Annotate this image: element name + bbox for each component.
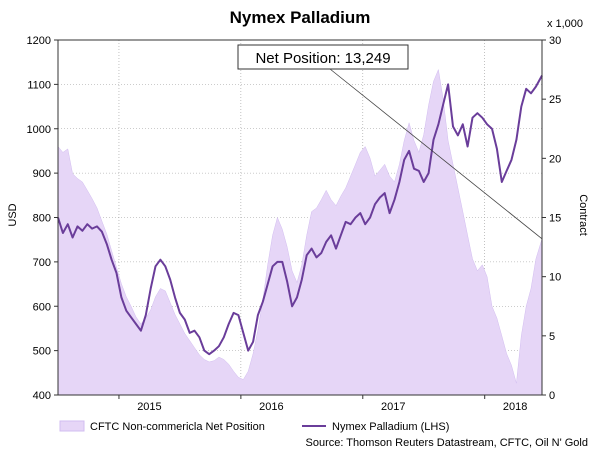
source-note: Source: Thomson Reuters Datastream, CFTC…	[306, 437, 589, 449]
x-tick-label: 2018	[503, 401, 527, 413]
left-axis-ticks: 400 500 600 700 800 900 1000 1100 1200	[27, 35, 58, 402]
x-tick-label: 2016	[259, 401, 283, 413]
left-tick-label: 1200	[27, 35, 51, 47]
left-tick-label: 900	[33, 168, 51, 180]
x-axis-ticks: 2015 2016 2017 2018	[118, 395, 527, 413]
right-axis-unit-label: x 1,000	[547, 18, 583, 30]
x-tick-label: 2017	[381, 401, 405, 413]
chart-title: Nymex Palladium	[230, 8, 371, 27]
callout-leader-line	[329, 68, 543, 240]
right-tick-label: 15	[549, 213, 561, 225]
left-tick-label: 700	[33, 257, 51, 269]
right-axis-ticks: 0 5 10 15 20 25 30	[542, 35, 561, 402]
right-tick-label: 25	[549, 94, 561, 106]
net-position-area	[57, 68, 543, 396]
palladium-price-line	[57, 75, 543, 356]
right-tick-label: 20	[549, 153, 561, 165]
x-tick-label: 2015	[137, 401, 161, 413]
annotation-text: Net Position: 13,249	[255, 50, 390, 67]
legend-area-swatch	[59, 420, 85, 432]
legend: CFTC Non-commericla Net Position Nymex P…	[59, 420, 449, 433]
legend-area-label: CFTC Non-commericla Net Position	[90, 421, 265, 433]
plot-area	[57, 39, 543, 396]
right-tick-label: 10	[549, 272, 561, 284]
annotation-callout: Net Position: 13,249	[237, 44, 409, 70]
right-tick-label: 5	[549, 331, 555, 343]
right-tick-label: 30	[549, 35, 561, 47]
right-axis-label: Contract	[577, 194, 589, 236]
left-tick-label: 400	[33, 390, 51, 402]
legend-line-label: Nymex Palladium (LHS)	[332, 421, 449, 433]
left-tick-label: 600	[33, 301, 51, 313]
annotation-box	[237, 44, 409, 70]
left-tick-label: 800	[33, 213, 51, 225]
left-tick-label: 1000	[27, 124, 51, 136]
left-tick-label: 1100	[27, 79, 51, 91]
left-tick-label: 500	[33, 346, 51, 358]
right-tick-label: 0	[549, 390, 555, 402]
left-axis-label: USD	[7, 203, 19, 226]
